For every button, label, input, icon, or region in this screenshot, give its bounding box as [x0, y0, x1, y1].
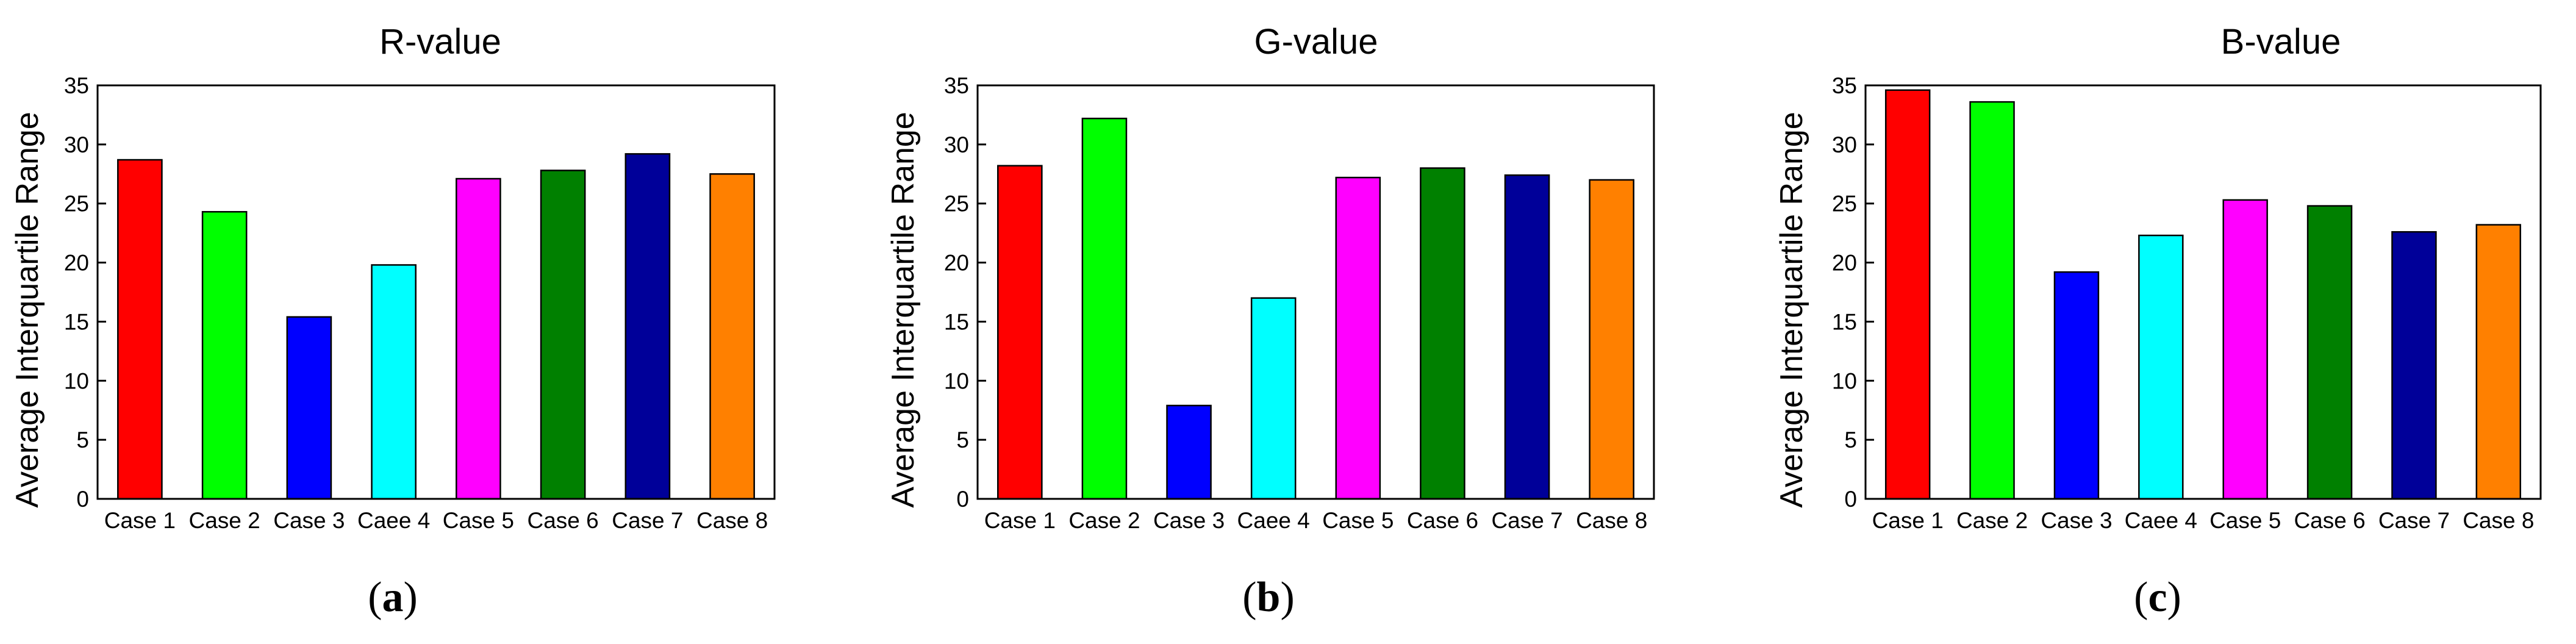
x-tick-label: Case 5 — [2209, 508, 2281, 533]
bar-case-5 — [456, 177, 501, 500]
x-tick-labels: Case 1 Case 2 Case 3 Caee 4 Case 5 Case 6 Case… — [984, 508, 1648, 533]
plot-frame — [96, 84, 776, 500]
panel-c: B-value Average Interquartile Range 0 5 10… — [1774, 22, 2542, 621]
x-tick-label: Case 7 — [2378, 508, 2450, 533]
y-tick-label: 5 — [956, 428, 969, 453]
bar-caee-4 — [2138, 234, 2184, 500]
bar-case-7 — [624, 153, 671, 500]
bars — [1884, 89, 2522, 500]
panel-a: R-value Average Interquartile Range 0 5 10… — [10, 22, 776, 621]
bars — [117, 153, 755, 500]
bar-case-2 — [1969, 101, 2015, 500]
bar-case-3 — [286, 316, 332, 500]
y-axis-label: Average Interquartile Range — [10, 112, 45, 507]
x-tick-label: Case 1 — [1872, 508, 1944, 533]
bar-case-2 — [201, 211, 248, 500]
bar-case-5 — [1335, 176, 1381, 500]
y-ticks — [98, 84, 106, 500]
y-tick-label: 25 — [64, 191, 89, 216]
bar-caee-4 — [371, 264, 417, 500]
x-tick-label: Caee 4 — [2125, 508, 2197, 533]
x-tick-label: Case 6 — [2294, 508, 2365, 533]
y-tick-label: 0 — [956, 487, 969, 512]
bar-case-3 — [1166, 404, 1212, 500]
x-tick-label: Caee 4 — [357, 508, 430, 533]
y-axis-label: Average Interquartile Range — [1774, 112, 1809, 507]
bar-case-8 — [709, 173, 755, 500]
x-tick-label: Case 8 — [2463, 508, 2534, 533]
y-tick-label: 0 — [1844, 487, 1857, 512]
y-tick-labels: 0 5 10 15 20 25 30 35 — [64, 73, 89, 512]
x-tick-label: Case 8 — [1576, 508, 1647, 533]
bar-case-6 — [540, 170, 586, 500]
y-tick-label: 35 — [1832, 73, 1857, 98]
y-tick-label: 20 — [1832, 251, 1857, 276]
x-tick-label: Caee 4 — [1237, 508, 1310, 533]
x-tick-labels: Case 1 Case 2 Case 3 Caee 4 Case 5 Case 6 Case… — [1872, 508, 2535, 533]
bar-caee-4 — [1250, 297, 1297, 500]
y-tick-label: 30 — [64, 132, 89, 157]
y-tick-label: 15 — [1832, 309, 1857, 334]
plot-frame — [976, 84, 1655, 500]
y-tick-label: 15 — [944, 309, 969, 334]
bar-case-8 — [2475, 224, 2522, 500]
x-tick-label: Case 2 — [189, 508, 260, 533]
panel-b: G-value Average Interquartile Range 0 5 10… — [886, 22, 1655, 621]
y-tick-label: 5 — [1844, 428, 1857, 453]
y-tick-label: 30 — [944, 132, 969, 157]
bar-case-5 — [2222, 199, 2268, 500]
bar-case-1 — [997, 165, 1043, 500]
y-tick-labels: 0 5 10 15 20 25 30 35 — [944, 73, 969, 512]
y-tick-label: 20 — [944, 251, 969, 276]
x-tick-label: Case 3 — [273, 508, 345, 533]
bar-case-7 — [2391, 231, 2437, 500]
y-tick-label: 35 — [944, 73, 969, 98]
x-tick-label: Case 5 — [1322, 508, 1394, 533]
y-axis-label: Average Interquartile Range — [886, 112, 921, 507]
x-tick-label: Case 6 — [528, 508, 599, 533]
y-tick-labels: 0 5 10 15 20 25 30 35 — [1832, 73, 1857, 512]
y-tick-label: 25 — [1832, 191, 1857, 216]
y-tick-label: 10 — [1832, 368, 1857, 393]
bar-case-6 — [2306, 205, 2353, 500]
chart-title: R-value — [379, 22, 501, 62]
y-tick-label: 35 — [64, 73, 89, 98]
y-tick-label: 10 — [944, 368, 969, 393]
y-tick-label: 30 — [1832, 132, 1857, 157]
x-tick-label: Case 2 — [1956, 508, 2028, 533]
bar-case-7 — [1504, 174, 1550, 500]
bar-case-1 — [117, 159, 163, 500]
x-tick-label: Case 1 — [984, 508, 1056, 533]
x-tick-label: Case 6 — [1407, 508, 1478, 533]
chart-title: B-value — [2221, 22, 2341, 62]
x-tick-label: Case 5 — [443, 508, 514, 533]
x-tick-label: Case 7 — [1491, 508, 1562, 533]
y-tick-label: 10 — [64, 368, 89, 393]
y-ticks — [978, 84, 986, 500]
bar-case-1 — [1884, 89, 1931, 500]
bar-case-6 — [1420, 167, 1465, 500]
x-tick-label: Case 8 — [696, 508, 768, 533]
bar-case-3 — [2053, 271, 2100, 500]
y-tick-label: 5 — [76, 428, 89, 453]
y-tick-label: 25 — [944, 191, 969, 216]
chart-title: G-value — [1254, 22, 1378, 62]
x-tick-label: Case 2 — [1068, 508, 1140, 533]
y-tick-label: 15 — [64, 309, 89, 334]
panel-caption: (c) — [2134, 574, 2181, 621]
y-ticks — [1866, 84, 1874, 500]
panel-caption: (b) — [1242, 574, 1295, 621]
x-tick-label: Case 7 — [612, 508, 683, 533]
x-tick-label: Case 3 — [1153, 508, 1225, 533]
bar-case-8 — [1589, 179, 1634, 500]
x-tick-labels: Case 1 Case 2 Case 3 Caee 4 Case 5 Case 6 Case… — [104, 508, 768, 533]
bar-case-2 — [1081, 117, 1128, 500]
y-tick-label: 0 — [76, 487, 89, 512]
x-tick-label: Case 1 — [104, 508, 176, 533]
plot-frame — [1864, 84, 2542, 500]
panel-caption: (a) — [368, 574, 418, 621]
y-tick-label: 20 — [64, 251, 89, 276]
x-tick-label: Case 3 — [2041, 508, 2112, 533]
